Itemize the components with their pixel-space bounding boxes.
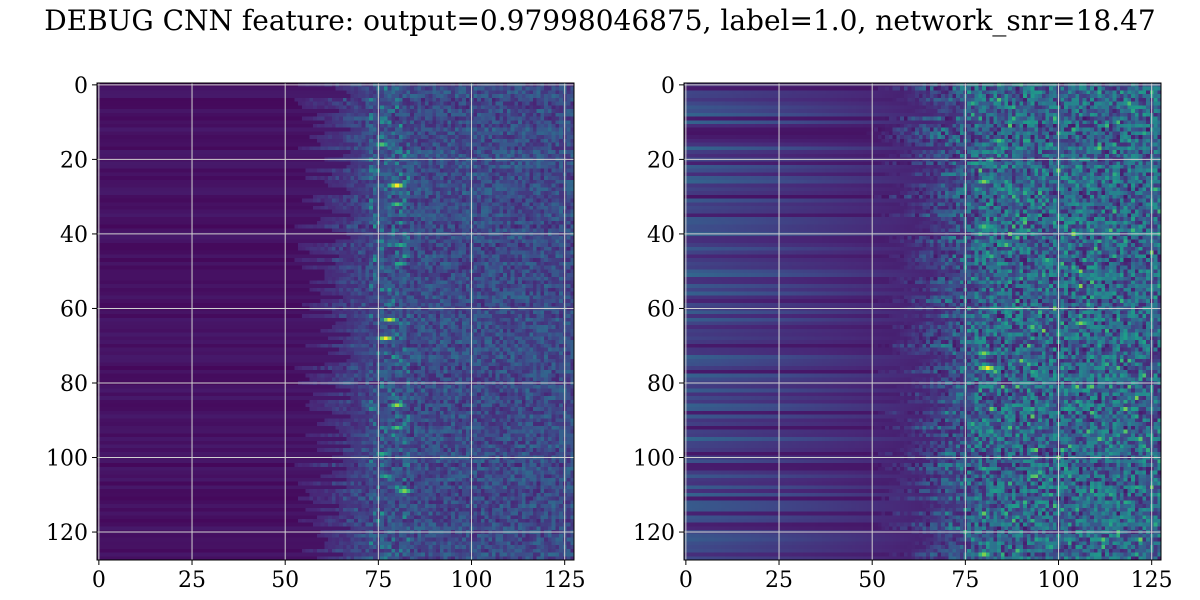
figure-title: DEBUG CNN feature: output=0.97998046875,… <box>44 4 1156 37</box>
x-tick-label: 125 <box>544 568 586 593</box>
y-tick-label: 20 <box>647 148 675 173</box>
x-tick-label: 0 <box>679 568 693 593</box>
x-tick-label: 75 <box>951 568 979 593</box>
x-tick-label: 125 <box>1131 568 1173 593</box>
y-tick-label: 0 <box>74 74 88 99</box>
axes-frame <box>683 82 1162 561</box>
y-tick-label: 80 <box>647 372 675 397</box>
axes-frame <box>96 82 575 561</box>
heatmap-image-2 <box>684 83 1161 560</box>
y-tick-label: 20 <box>60 148 88 173</box>
x-tick-label: 25 <box>178 568 206 593</box>
heatmap-image-1 <box>97 83 574 560</box>
y-tick-label: 120 <box>46 521 88 546</box>
y-tick-label: 40 <box>647 223 675 248</box>
y-tick-label: 120 <box>633 521 675 546</box>
x-tick-label: 75 <box>364 568 392 593</box>
x-tick-label: 100 <box>1038 568 1080 593</box>
y-tick-label: 40 <box>60 223 88 248</box>
y-tick-label: 100 <box>633 447 675 472</box>
x-tick-label: 0 <box>92 568 106 593</box>
x-tick-label: 50 <box>271 568 299 593</box>
y-tick-label: 80 <box>60 372 88 397</box>
x-tick-label: 50 <box>858 568 886 593</box>
x-tick-label: 25 <box>765 568 793 593</box>
x-tick-label: 100 <box>451 568 493 593</box>
y-tick-label: 60 <box>647 297 675 322</box>
y-tick-label: 0 <box>661 74 675 99</box>
y-tick-label: 100 <box>46 447 88 472</box>
y-tick-label: 60 <box>60 297 88 322</box>
